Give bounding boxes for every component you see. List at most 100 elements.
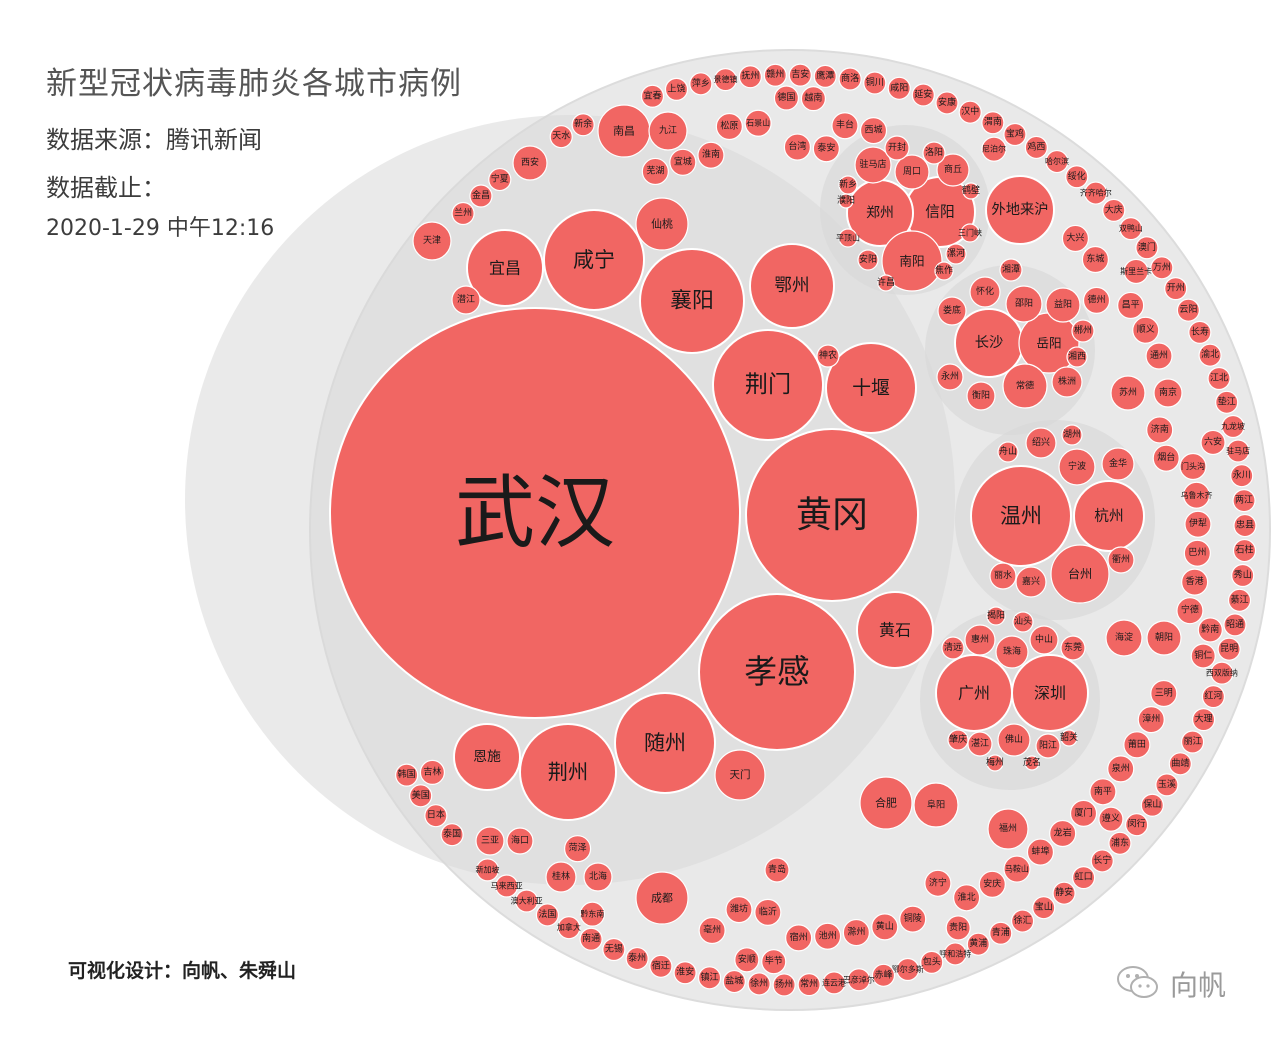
city-bubble-other-27: 澳门	[1135, 236, 1159, 260]
city-bubble-other-27-label: 澳门	[1138, 241, 1156, 253]
city-bubble-other-61-label: 呼和浩特	[939, 948, 971, 958]
city-bubble-1-4-label: 金华	[1109, 457, 1127, 469]
city-bubble-other-54: 长宁	[1090, 849, 1114, 873]
city-bubble-other-49-label: 曲靖	[1171, 757, 1189, 769]
city-bubble-other-16-label: 延安	[914, 88, 932, 100]
city-bubble-other-21-label: 鸡西	[1027, 140, 1045, 152]
city-bubble-4-4: 益阳	[1045, 287, 1081, 323]
city-bubble-2-10-circle	[947, 729, 969, 751]
city-bubble-other-17: 安康	[935, 91, 959, 115]
city-bubble-1-10-label: 舟山	[999, 445, 1017, 457]
city-bubble-other-87-label: 越南	[804, 92, 822, 104]
city-bubble-other-101-label: 丰台	[836, 119, 854, 131]
city-bubble-other-124-circle	[953, 884, 981, 912]
city-bubble-1-8-circle	[989, 562, 1017, 590]
city-bubble-other-106-circle	[1132, 316, 1160, 344]
city-bubble-other-123: 安庆	[978, 870, 1006, 898]
city-bubble-other-29-label: 开州	[1167, 283, 1185, 294]
city-bubble-other-131: 芜湖	[641, 157, 669, 186]
city-bubble-other-29: 开州	[1164, 277, 1188, 301]
city-bubble-0-1-label: 黄冈	[796, 494, 868, 536]
city-bubble-other-109-label: 乌鲁木齐	[1181, 490, 1213, 500]
city-bubble-5-17-circle	[545, 861, 577, 893]
city-bubble-other-128: 池州	[814, 922, 842, 950]
city-bubble-other-90-label: 六安	[1204, 435, 1222, 447]
city-bubble-3-12: 三门峡	[958, 223, 982, 243]
city-bubble-other-131-circle	[641, 157, 669, 186]
city-bubble-other-47: 大理	[1192, 708, 1216, 732]
city-bubble-3-13-label: 平顶山	[836, 233, 860, 243]
city-bubble-0-5: 随州	[614, 692, 716, 794]
city-bubble-other-118-label: 南平	[1094, 785, 1112, 797]
city-bubble-other-91-circle	[1197, 617, 1223, 643]
city-bubble-other-52-circle	[1125, 813, 1149, 837]
city-bubble-other-126-label: 黄山	[876, 920, 894, 932]
city-bubble-other-138-circle	[1152, 444, 1180, 472]
city-bubble-3-6-label: 开封	[888, 141, 906, 153]
city-bubble-2-11-label: 汕头	[1014, 616, 1032, 627]
city-bubble-2-14-label: 梅州	[986, 756, 1004, 768]
city-bubble-other-137-circle	[1146, 416, 1174, 444]
city-bubble-1-10-circle	[997, 441, 1019, 463]
city-bubble-other-119-circle	[1069, 799, 1098, 827]
city-bubble-3-16: 濮阳	[837, 193, 855, 209]
city-bubble-other-98: 吉林	[419, 759, 446, 785]
city-bubble-other-35-circle	[1221, 414, 1245, 439]
city-bubble-5-8-label: 南昌	[613, 125, 635, 138]
city-bubble-other-60: 黄浦	[966, 932, 990, 956]
city-bubble-other-49: 曲靖	[1168, 752, 1192, 776]
city-bubble-other-36-circle	[1226, 439, 1250, 463]
city-bubble-other-79-circle	[515, 889, 539, 913]
city-bubble-other-63-circle	[896, 957, 920, 982]
city-bubble-other-110-circle	[1184, 510, 1212, 538]
city-bubble-other-40: 石柱	[1232, 538, 1257, 563]
city-bubble-0-2: 孝感	[698, 593, 856, 751]
city-bubble-other-31: 长寿	[1188, 320, 1212, 344]
city-bubble-2-2-label: 佛山	[1005, 733, 1023, 745]
city-bubble-other-36-label: 驻马店	[1226, 445, 1250, 455]
city-bubble-other-134: 台湾	[783, 133, 811, 161]
city-bubble-other-29-circle	[1164, 277, 1188, 301]
city-bubble-other-3-circle	[549, 125, 573, 149]
city-bubble-4-8-circle	[937, 296, 967, 326]
city-bubble-other-23: 绥化	[1065, 165, 1089, 189]
city-bubble-0-12-label: 恩施	[473, 749, 501, 765]
data-source: 数据来源：腾讯新闻	[46, 126, 262, 154]
city-bubble-other-12: 鹰潭	[813, 64, 837, 88]
city-bubble-1-9-circle	[1061, 424, 1083, 446]
city-bubble-1-8-label: 丽水	[994, 569, 1012, 581]
city-bubble-5-3-circle	[1146, 620, 1182, 656]
city-bubble-other-71: 镇江	[697, 966, 722, 990]
city-bubble-other-87-circle	[800, 86, 827, 112]
city-bubble-other-37: 永川	[1230, 464, 1254, 488]
city-bubble-other-16-circle	[911, 83, 935, 107]
city-bubble-other-130-circle	[698, 916, 726, 945]
city-bubble-other-103-label: 大兴	[1066, 231, 1084, 243]
city-bubble-3-16-label: 濮阳	[837, 194, 855, 206]
city-bubble-5-16: 海口	[506, 827, 534, 855]
city-bubble-5-0-circle	[985, 175, 1055, 245]
city-bubble-0-13-label: 天门	[730, 768, 751, 781]
city-bubble-other-122: 马鞍山	[1003, 855, 1031, 883]
city-bubble-5-0-label: 外地来沪	[991, 201, 1048, 218]
city-bubble-other-117-label: 泉州	[1112, 762, 1130, 774]
city-bubble-other-72-label: 淮安	[676, 966, 694, 978]
city-bubble-other-125-label: 铜陵	[904, 912, 922, 924]
city-bubble-other-63-label: 鄂尔多斯	[892, 964, 924, 974]
city-bubble-1-1-circle	[1073, 480, 1145, 552]
city-bubble-other-56-circle	[1052, 881, 1076, 905]
city-bubble-other-97: 黔东南	[579, 901, 605, 927]
city-bubble-other-127-label: 滁州	[847, 927, 865, 938]
city-bubble-other-68-circle	[772, 973, 796, 997]
city-bubble-1-0-circle	[970, 465, 1072, 567]
city-bubble-2-3-circle	[995, 635, 1029, 669]
city-bubble-0-0-circle	[329, 307, 741, 719]
city-bubble-0-10-label: 宜昌	[489, 259, 521, 278]
city-bubble-0-0: 武汉	[329, 307, 741, 719]
city-bubble-3-11-label: 新乡	[839, 178, 857, 190]
city-bubble-3-13: 平顶山	[836, 228, 860, 248]
city-bubble-4-11: 湘西	[1066, 346, 1088, 368]
city-bubble-other-92-label: 铜仁	[1194, 649, 1212, 661]
wechat-icon	[1116, 962, 1160, 1006]
